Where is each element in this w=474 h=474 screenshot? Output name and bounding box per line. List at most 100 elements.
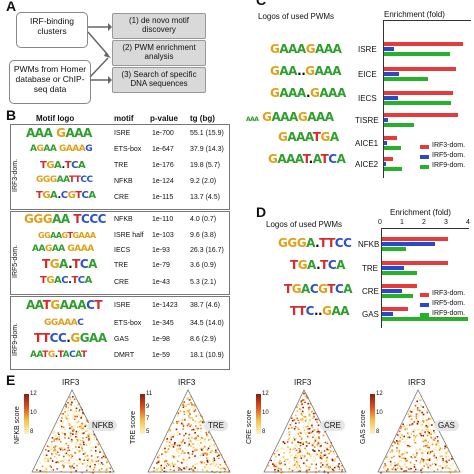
scatter-point [428, 433, 431, 435]
scatter-point [439, 455, 442, 458]
logo-dmrt: AATG.TACAT [30, 350, 87, 360]
scatter-point [410, 456, 412, 458]
scatter-point [166, 441, 168, 443]
scatter-point [407, 436, 409, 439]
scatter-point [178, 421, 181, 423]
scatter-point [331, 464, 334, 467]
scatter-point [72, 463, 74, 465]
scatter-point [307, 428, 309, 430]
scatter-point [183, 405, 185, 407]
scatter-point [82, 411, 84, 414]
scatter-point [85, 424, 87, 427]
table-cell-pvalue: 1e-124 [152, 178, 174, 185]
scatter-point [187, 437, 190, 440]
scatter-point [427, 410, 429, 412]
scatter-point [431, 463, 434, 465]
scatter-point [429, 424, 432, 426]
scatter-point [331, 470, 333, 472]
scatter-point [68, 455, 71, 457]
scatter-point [318, 437, 320, 439]
scatter-point [82, 437, 84, 439]
scatter-point [60, 424, 62, 426]
scatter-point [428, 459, 431, 461]
tick-label: 1 [400, 219, 404, 226]
scatter-point [441, 455, 443, 457]
scatter-point [311, 410, 313, 413]
scatter-point [327, 462, 329, 464]
scatter-point [210, 438, 212, 440]
scatter-point [173, 469, 175, 472]
ternary-scatter [263, 389, 347, 474]
scatter-point [329, 445, 332, 448]
scatter-point [297, 452, 299, 454]
scatter-point [199, 453, 202, 456]
scatter-point [200, 427, 202, 430]
scatter-point [75, 459, 78, 461]
scatter-point [327, 449, 330, 451]
scatter-point [299, 461, 301, 463]
scatter-point [58, 447, 61, 450]
scatter-point [422, 434, 425, 437]
scatter-point [435, 456, 437, 459]
scatter-point [291, 426, 293, 429]
scatter-point [425, 462, 427, 464]
scatter-point [173, 443, 176, 446]
scatter-point [433, 454, 435, 457]
scatter-point [425, 439, 427, 442]
scatter-point [158, 457, 161, 459]
scatter-point [421, 423, 424, 426]
scatter-point [188, 443, 191, 446]
scatter-point [406, 459, 408, 461]
scatter-point [89, 471, 92, 474]
scatter-point [427, 418, 430, 420]
scatter-point [81, 429, 83, 431]
scatter-point [299, 442, 302, 444]
triangle-outline [147, 389, 231, 473]
scatter-point [299, 451, 302, 453]
scatter-point [166, 451, 169, 453]
scatter-point [88, 433, 90, 436]
scatter-point [406, 438, 408, 441]
scatter-point [52, 431, 55, 433]
scatter-point [324, 454, 327, 456]
scatter-point [164, 460, 166, 463]
scatter-point [45, 468, 48, 471]
scatter-point [64, 462, 66, 464]
scatter-point [214, 464, 217, 467]
scatter-point [77, 440, 79, 442]
scatter-point [72, 432, 75, 434]
irf3-group-label: IRF3-dom. [12, 158, 19, 192]
scatter-point [273, 453, 276, 455]
scatter-point [177, 469, 180, 471]
scatter-point [408, 411, 410, 413]
scatter-point [300, 413, 303, 415]
scatter-point [61, 432, 64, 435]
scatter-point [406, 424, 408, 426]
scatter-point [305, 418, 307, 420]
scatter-point [326, 456, 328, 459]
step2-label: (2) PWM enrichment analysis [122, 43, 196, 62]
scatter-point [292, 457, 295, 460]
scatter-point [288, 467, 291, 470]
scatter-point [294, 448, 297, 451]
scatter-point [69, 396, 71, 399]
scatter-point [43, 470, 46, 473]
scatter-point [78, 446, 80, 448]
scatter-point [78, 406, 81, 409]
scatter-point [151, 470, 154, 472]
scatter-point [216, 457, 218, 459]
color-scale-tick: 10 [262, 410, 269, 416]
scatter-point [206, 454, 208, 456]
scatter-point [68, 449, 71, 451]
scatter-point [398, 449, 400, 452]
scatter-point [81, 423, 83, 425]
scatter-point [63, 408, 66, 410]
scatter-point [94, 463, 96, 466]
scatter-point [179, 434, 182, 436]
scatter-point [91, 446, 93, 449]
scatter-point [157, 467, 160, 469]
scatter-point [64, 448, 66, 451]
scatter-point [155, 468, 158, 471]
scatter-point [169, 428, 171, 431]
scatter-point [73, 414, 75, 417]
